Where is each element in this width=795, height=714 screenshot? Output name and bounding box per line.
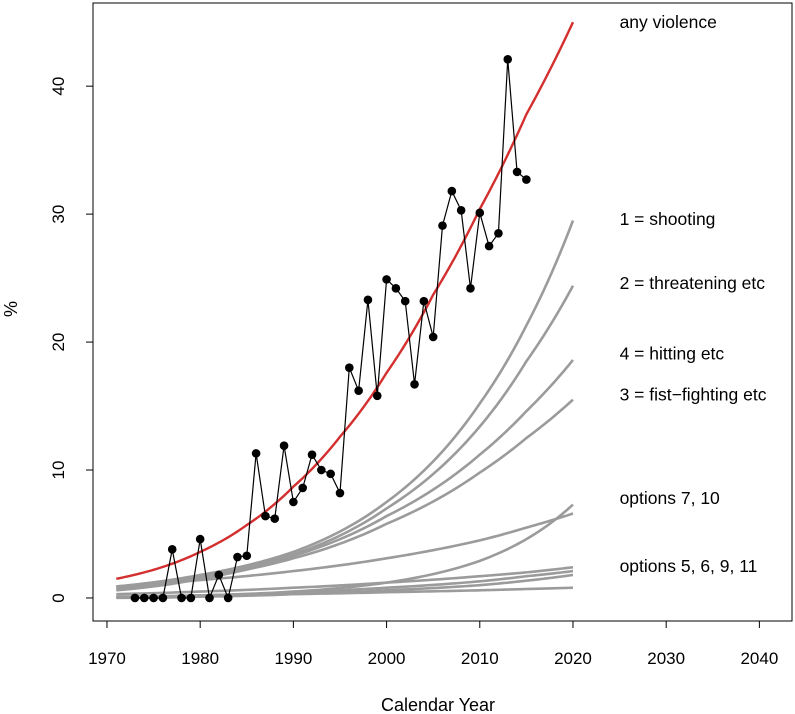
observed-point — [223, 593, 233, 603]
observed-point — [261, 511, 270, 521]
fit-curve — [116, 21, 575, 580]
observed-point — [307, 450, 317, 459]
observed-point — [354, 386, 363, 395]
observed-point — [242, 551, 252, 561]
x-tick-label: 1990 — [274, 649, 312, 668]
observed-point — [289, 497, 298, 507]
component-curve — [116, 398, 574, 591]
observed-point — [345, 363, 354, 372]
annotation-label: 4 = hitting etc — [620, 344, 725, 364]
y-tick-label: 20 — [49, 333, 68, 352]
x-tick-label: 1980 — [181, 649, 219, 668]
observed-point — [251, 449, 261, 458]
x-tick-label: 1970 — [88, 649, 126, 668]
observed-point — [139, 593, 149, 603]
y-tick-label: 10 — [49, 461, 68, 480]
x-tick-label: 2030 — [647, 649, 685, 668]
observed-point — [382, 275, 391, 284]
observed-point — [167, 545, 177, 554]
observed-point — [466, 284, 475, 293]
observed-point — [149, 593, 158, 603]
observed-point — [410, 379, 419, 389]
axes: 1970 1980 1990 2000 2010 2020 2030 204001020304… — [49, 77, 778, 668]
observed-point — [428, 332, 438, 342]
x-tick-label: 2040 — [740, 649, 778, 668]
component-curve — [116, 512, 574, 588]
observed-point — [372, 391, 382, 401]
observed-point — [195, 534, 205, 544]
x-tick-label: 2000 — [368, 649, 406, 668]
observed-point — [298, 483, 308, 493]
annotation-label: 3 = fist−fighting etc — [620, 385, 767, 405]
observed-point — [400, 296, 410, 306]
component-curve — [116, 565, 574, 596]
annotation-label: 1 = shooting — [620, 209, 716, 229]
y-axis-title: % — [1, 301, 21, 317]
annotations: any violence 1 = shooting 2 = threatening … — [620, 12, 767, 576]
annotation-label: options 5, 6, 9, 11 — [620, 556, 758, 576]
observed-point — [484, 241, 494, 251]
y-tick-label: 30 — [49, 205, 68, 224]
observed-point — [326, 469, 335, 479]
observed-point — [130, 593, 140, 603]
annotation-label: options 7, 10 — [620, 488, 720, 508]
observed-point — [363, 295, 373, 305]
observed-point — [270, 514, 280, 523]
y-tick-label: 0 — [49, 593, 68, 602]
observed-line — [134, 59, 527, 601]
observed-series — [130, 54, 531, 603]
x-tick-label: 2020 — [554, 649, 592, 668]
observed-point — [522, 175, 531, 184]
fit-curve-group — [116, 21, 575, 580]
observed-point — [391, 284, 401, 293]
observed-point — [186, 593, 196, 603]
observed-point — [205, 593, 214, 603]
component-curves — [116, 220, 575, 600]
observed-point — [438, 221, 447, 230]
plot-frame — [92, 2, 793, 622]
observed-point — [317, 465, 326, 475]
observed-point — [456, 205, 466, 215]
annotation-label: any violence — [620, 12, 717, 32]
x-tick-label: 2010 — [461, 649, 499, 668]
observed-point — [279, 441, 289, 451]
observed-point — [512, 167, 522, 177]
observed-point — [233, 552, 242, 562]
annotation-label: 2 = threatening etc — [620, 273, 766, 293]
observed-point — [158, 593, 168, 603]
y-tick-label: 40 — [49, 77, 68, 96]
observed-point — [447, 186, 457, 196]
observed-point — [177, 593, 186, 603]
component-curve — [116, 586, 574, 598]
x-axis-title: Calendar Year — [381, 695, 495, 714]
observed-point — [503, 54, 513, 64]
observed-point — [419, 296, 429, 306]
observed-point — [494, 229, 503, 238]
observed-point — [335, 488, 345, 498]
observed-point — [214, 570, 224, 580]
observed-point — [475, 208, 485, 218]
component-curve — [116, 220, 575, 588]
